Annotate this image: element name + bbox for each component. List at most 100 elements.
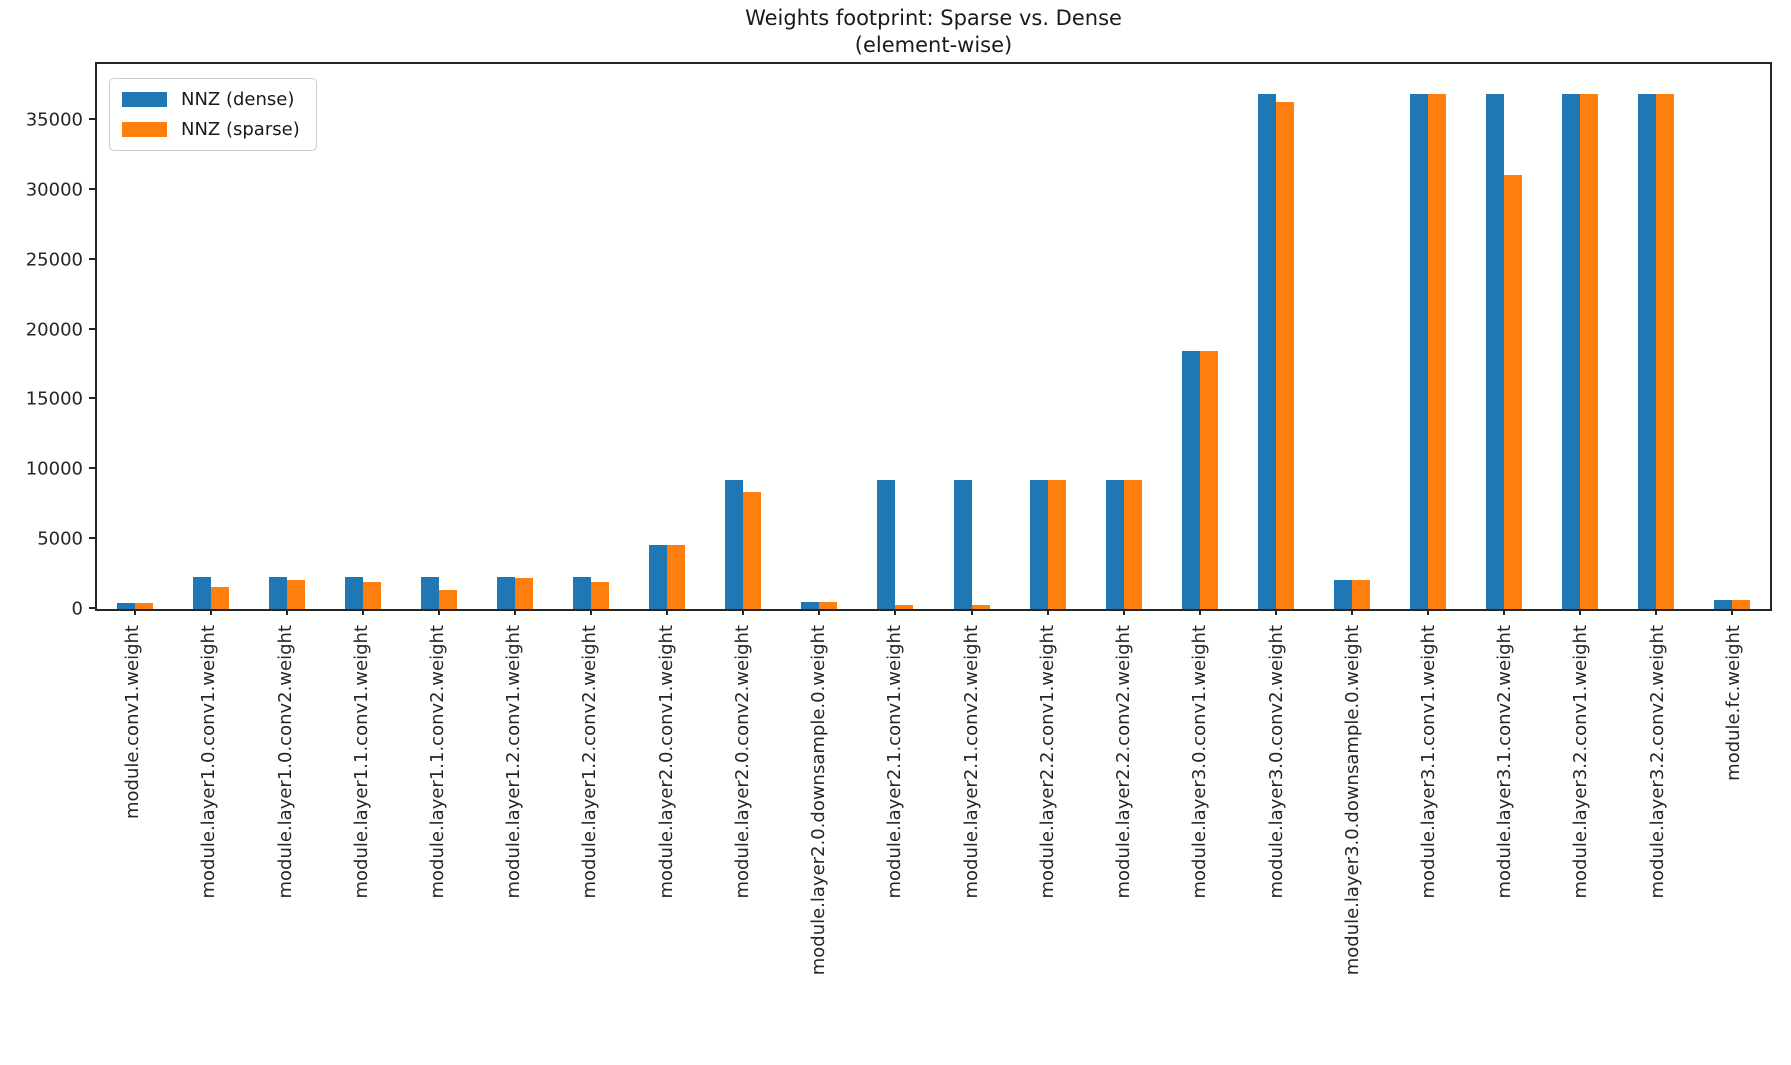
- x-tick-label: module.layer2.1.conv1.weight: [884, 625, 906, 899]
- bar-group: [629, 64, 705, 609]
- bar-sparse: [1351, 580, 1370, 609]
- x-tick-label: module.layer3.2.conv1.weight: [1570, 625, 1592, 899]
- bar-sparse: [363, 582, 382, 609]
- bar-group: [97, 64, 173, 609]
- y-tick-label: 0: [71, 598, 83, 620]
- x-tick-label: module.layer3.1.conv2.weight: [1494, 625, 1516, 899]
- x-tick-label: module.layer2.0.conv2.weight: [731, 625, 753, 899]
- x-tick-mark: [1654, 609, 1657, 615]
- bar-dense: [1714, 600, 1732, 609]
- x-tick-mark: [894, 609, 897, 615]
- bar-sparse: [971, 604, 990, 609]
- bar-dense: [1257, 93, 1276, 609]
- y-tick-mark: [89, 607, 97, 609]
- bar-sparse: [439, 590, 458, 609]
- x-tick-label: module.layer2.1.conv2.weight: [960, 625, 982, 899]
- y-tick-mark: [89, 467, 97, 470]
- bar-group: [857, 64, 933, 609]
- bar-group: [1086, 64, 1162, 609]
- y-tick-label: 10000: [25, 458, 83, 480]
- x-tick-mark: [742, 609, 745, 615]
- bar-dense: [193, 576, 212, 609]
- x-tick-label: module.layer3.0.conv1.weight: [1189, 625, 1211, 899]
- bar-sparse: [1503, 175, 1522, 609]
- x-tick-label: module.layer1.0.conv1.weight: [198, 625, 220, 899]
- bar-dense: [801, 601, 820, 609]
- bar-group: [1390, 64, 1466, 609]
- bar-dense: [345, 576, 364, 609]
- x-tick-mark: [134, 609, 137, 615]
- bar-group: [781, 64, 857, 609]
- bar-dense: [421, 576, 440, 609]
- x-tick-mark: [818, 609, 821, 615]
- legend-item-sparse: NNZ (sparse): [122, 119, 300, 140]
- x-tick-label: module.layer3.0.downsample.0.weight: [1341, 625, 1363, 976]
- bar-dense: [953, 480, 972, 609]
- legend: NNZ (dense) NNZ (sparse): [109, 78, 317, 151]
- x-tick-mark: [1350, 609, 1353, 615]
- bar-sparse: [1123, 480, 1142, 609]
- x-tick-label: module.layer1.2.conv2.weight: [579, 625, 601, 899]
- bar-sparse: [1655, 93, 1674, 609]
- bar-group: [249, 64, 325, 609]
- bar-group: [173, 64, 249, 609]
- x-tick-label: module.layer3.1.conv1.weight: [1417, 625, 1439, 899]
- chart-title-line1: Weights footprint: Sparse vs. Dense: [745, 6, 1122, 30]
- y-tick-mark: [89, 117, 97, 120]
- x-tick-mark: [590, 609, 593, 615]
- legend-label-dense: NNZ (dense): [181, 89, 295, 110]
- bar-dense: [877, 480, 896, 609]
- legend-item-dense: NNZ (dense): [122, 89, 300, 110]
- bar-group: [1466, 64, 1542, 609]
- legend-label-sparse: NNZ (sparse): [181, 119, 300, 140]
- bar-sparse: [135, 602, 154, 609]
- y-tick-mark: [89, 397, 97, 400]
- bar-sparse: [895, 604, 914, 609]
- y-tick-label: 15000: [25, 388, 83, 410]
- bar-sparse: [743, 491, 762, 609]
- bar-dense: [1105, 480, 1124, 609]
- x-tick-label: module.fc.weight: [1722, 625, 1744, 781]
- plot-area: 0 5000 10000 15000 20000 25000 30000 35000 NNZ …: [26, 62, 1772, 620]
- bar-sparse: [515, 578, 534, 609]
- bar-dense: [649, 544, 668, 609]
- x-tick-label: module.layer3.2.conv2.weight: [1646, 625, 1668, 899]
- bar-group: [1542, 64, 1618, 609]
- sparse-color-swatch: [122, 122, 167, 137]
- x-tick-mark: [1730, 609, 1733, 615]
- chart-title: Weights footprint: Sparse vs. Dense (ele…: [95, 5, 1772, 59]
- y-tick-label: 5000: [37, 528, 83, 550]
- bar-group: [934, 64, 1010, 609]
- bar-group: [1162, 64, 1238, 609]
- y-tick-mark: [89, 327, 97, 330]
- chart-title-line2: (element-wise): [854, 33, 1013, 57]
- bar-sparse: [1427, 93, 1446, 609]
- bar-group: [401, 64, 477, 609]
- bar-group: [477, 64, 553, 609]
- bar-dense: [269, 576, 288, 609]
- x-tick-mark: [1502, 609, 1505, 615]
- y-tick-label: 20000: [25, 319, 83, 341]
- y-tick-label: 35000: [25, 109, 83, 131]
- bar-sparse: [287, 580, 306, 609]
- bar-dense: [725, 480, 744, 609]
- bar-group: [1694, 64, 1770, 609]
- bar-group: [1010, 64, 1086, 609]
- bar-sparse: [591, 582, 610, 609]
- x-tick-mark: [1274, 609, 1277, 615]
- bars-row: [97, 64, 1770, 609]
- x-tick-mark: [362, 609, 365, 615]
- x-tick-mark: [210, 609, 213, 615]
- bar-dense: [117, 602, 136, 609]
- x-tick-mark: [1198, 609, 1201, 615]
- bar-dense: [1181, 351, 1200, 609]
- bar-dense: [1561, 93, 1580, 609]
- bar-sparse: [667, 544, 686, 609]
- bar-dense: [573, 576, 592, 609]
- bar-sparse: [1579, 93, 1598, 609]
- x-tick-label: module.layer1.2.conv1.weight: [503, 625, 525, 899]
- bar-group: [705, 64, 781, 609]
- x-tick-label: module.conv1.weight: [122, 625, 144, 820]
- bar-dense: [497, 576, 516, 609]
